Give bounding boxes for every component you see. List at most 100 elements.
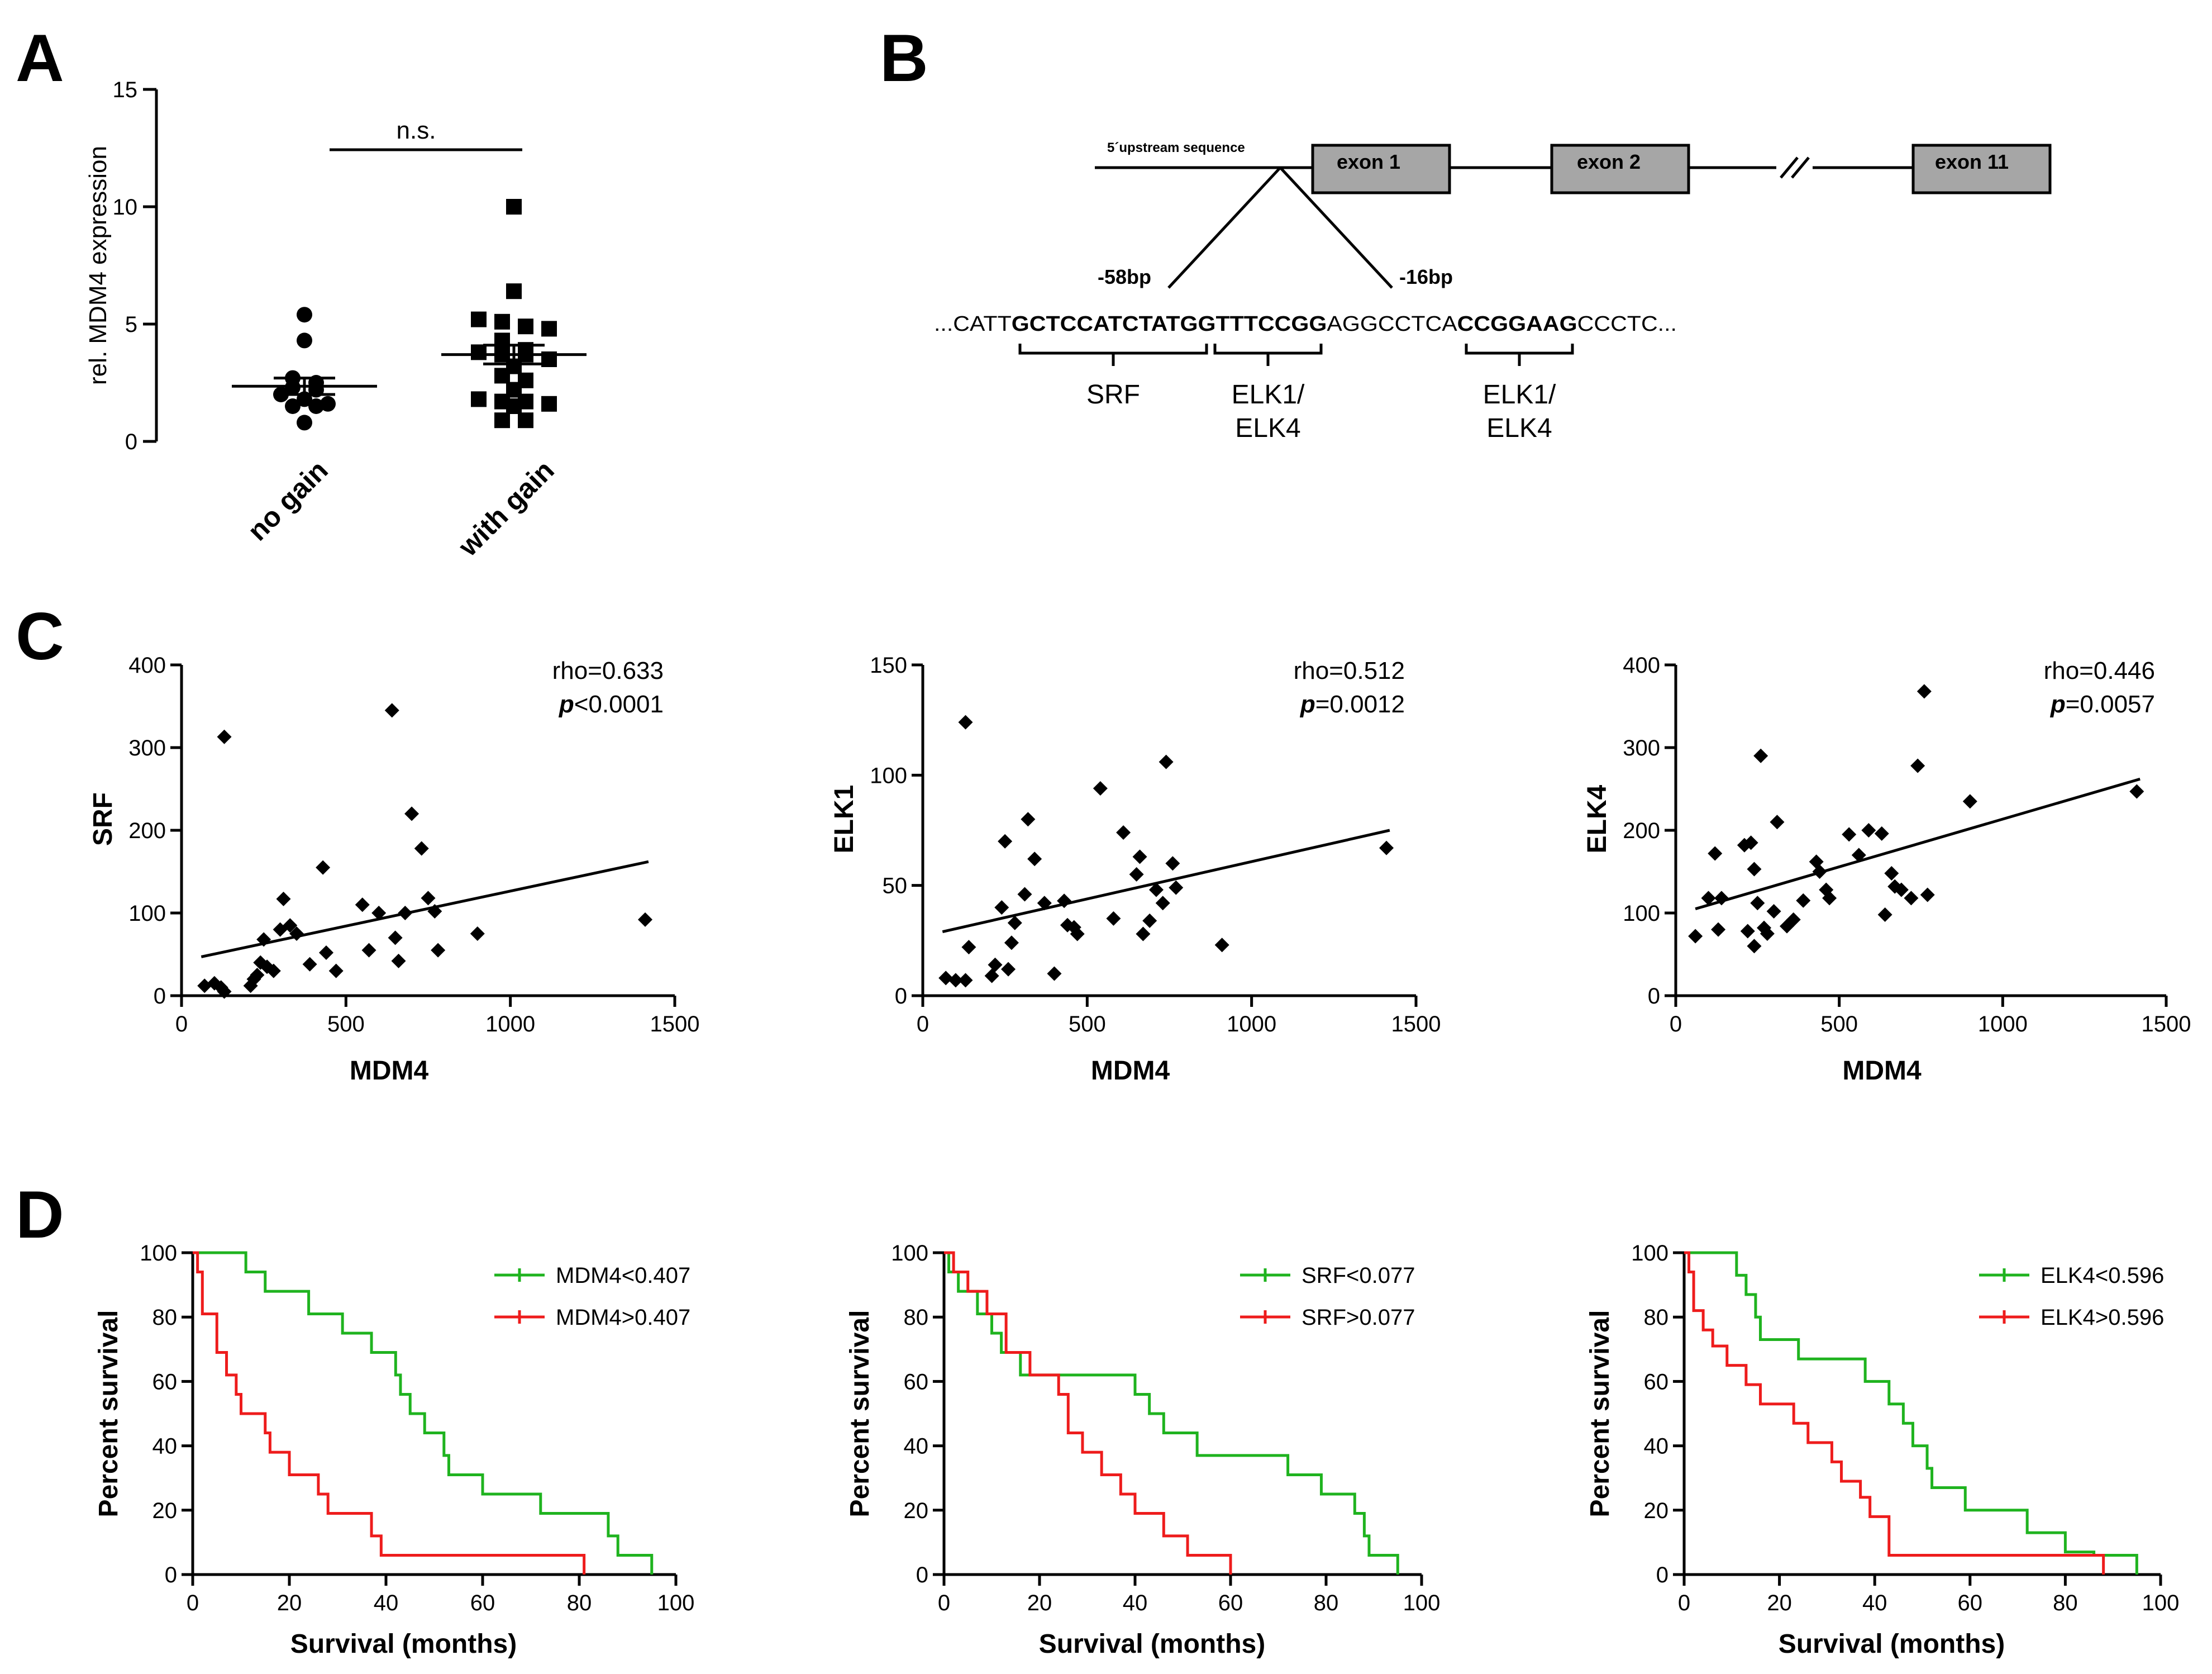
panel-a-point-with-gain (506, 398, 522, 414)
regression-line (1695, 777, 2141, 910)
seq-part-1: ...CATT (934, 312, 1012, 336)
srf-site-bracket (1018, 344, 1208, 366)
p-symbol: p (559, 691, 574, 718)
exon-1-box (1311, 144, 1451, 194)
data-point (1070, 926, 1085, 941)
x-tick-label: 0 (1678, 1591, 1690, 1615)
y-tick-label: 0 (1656, 1563, 1668, 1587)
x-tick-label: 500 (1820, 1012, 1858, 1036)
seq-part-3: TTTCCGG (1216, 312, 1327, 336)
x-tick-label: 0 (187, 1591, 199, 1615)
data-point (1159, 754, 1174, 769)
x-tick-label: 80 (1314, 1591, 1339, 1615)
x-tick-label: 20 (277, 1591, 302, 1615)
x-tick-label: 40 (1123, 1591, 1148, 1615)
data-point (1148, 882, 1164, 897)
x-tick-label: 500 (1069, 1012, 1106, 1036)
panel-a-points (232, 199, 587, 431)
panel-a-y-tick-label: 15 (113, 78, 138, 102)
data-point (1743, 835, 1758, 850)
x-axis-title: MDM4 (350, 1056, 429, 1086)
survival-plot-1: 0 20 40 60 80 100 0 20 40 60 80 100 Survival (months… (94, 1241, 694, 1659)
p-value: =0.0057 (2066, 691, 2155, 718)
y-axis-title: Percent survival (94, 1310, 123, 1518)
data-point (328, 963, 344, 978)
exon-11-box (1911, 144, 2052, 194)
rho-label: rho=0.633 (552, 657, 664, 684)
panel-a-dot-plot: rel. MDM4 expression n.s. 0 5 10 15 no gain… (84, 78, 587, 563)
correlation-plot-elk4: 0 100 200 300 400 0 500 1000 1500 MDM4 ELK4 rho=0.4… (1582, 653, 2191, 1086)
zoom-line-right (1279, 167, 1393, 289)
data-point (948, 973, 963, 988)
data-point (984, 968, 999, 983)
panel-a-point-no-gain (297, 332, 312, 349)
regression-line (942, 829, 1390, 933)
data-point (1786, 912, 1801, 927)
seq-part-6: CCCTC... (1577, 312, 1677, 336)
data-point (1822, 891, 1837, 906)
data-point (276, 891, 291, 906)
y-tick-label: 200 (128, 819, 166, 843)
legend-label: MDM4<0.407 (556, 1263, 690, 1288)
data-point (1017, 887, 1032, 902)
legend-label: SRF<0.077 (1302, 1263, 1415, 1288)
data-point (1136, 926, 1151, 941)
data-point (1842, 827, 1857, 842)
y-tick-label: 80 (904, 1305, 929, 1330)
data-point (994, 900, 1009, 915)
y-tick-label: 100 (1631, 1241, 1668, 1266)
survival-curve-high (1684, 1251, 2105, 1575)
x-tick-label: 1500 (650, 1012, 700, 1036)
data-point (1747, 939, 1762, 954)
y-tick-label: 100 (128, 901, 166, 926)
survival-curve-high (193, 1251, 586, 1575)
data-point (283, 918, 298, 933)
data-point (414, 841, 429, 856)
exon-2-label: exon 2 (1577, 150, 1641, 173)
data-point (1904, 891, 1919, 906)
zoom-line-left (1167, 167, 1281, 289)
panel-b-gene-diagram: 5´upstream sequence exon 1 exon 2 exon 1… (934, 140, 2052, 443)
p-value: =0.0012 (1315, 691, 1405, 718)
data-point (1155, 896, 1170, 911)
data-point (388, 930, 403, 945)
panel-a-point-no-gain (320, 396, 336, 412)
y-tick-label: 60 (1644, 1369, 1669, 1394)
data-point (1917, 684, 1932, 699)
y-tick-label: 40 (1644, 1434, 1669, 1459)
data-point (391, 953, 406, 968)
exon-1-label: exon 1 (1337, 150, 1400, 173)
y-tick-label: 40 (152, 1434, 178, 1459)
panel-a-point-with-gain (494, 368, 510, 384)
data-point (421, 891, 436, 906)
p-value: <0.0001 (574, 691, 664, 718)
survival-plot-2: 0 20 40 60 80 100 0 20 40 60 80 100 Survival (months… (845, 1241, 1440, 1659)
data-point (1894, 882, 1909, 897)
data-point (1001, 962, 1016, 977)
panel-a-point-with-gain (494, 412, 510, 429)
y-tick-label: 20 (152, 1499, 178, 1523)
survival-curve-low (1684, 1251, 2138, 1575)
panel-a-point-with-gain (471, 344, 487, 360)
data-point (1047, 966, 1062, 981)
panel-a-point-with-gain (541, 396, 557, 412)
data-point (958, 715, 973, 730)
x-tick-label: 0 (917, 1012, 929, 1036)
x-tick-label: 60 (1218, 1591, 1243, 1615)
y-tick-label: 0 (916, 1563, 928, 1587)
data-point (1116, 825, 1131, 840)
x-tick-label: 1500 (1391, 1012, 1441, 1036)
p-value-label: p=0.0012 (1300, 691, 1405, 718)
x-tick-label: 100 (1403, 1591, 1441, 1615)
y-tick-label: 100 (891, 1241, 928, 1266)
panel-a-category-label: no gain (241, 454, 333, 546)
data-point (470, 926, 485, 941)
panel-a-point-with-gain (506, 199, 522, 215)
x-tick-label: 80 (2053, 1591, 2078, 1615)
panel-d-survival-curves: 0 20 40 60 80 100 0 20 40 60 80 100 Survival (months… (94, 1241, 2179, 1659)
x-tick-label: 20 (1767, 1591, 1792, 1615)
x-axis-title: MDM4 (1091, 1056, 1170, 1086)
y-axis-title: Percent survival (1585, 1310, 1615, 1518)
data-point (1910, 758, 1925, 773)
